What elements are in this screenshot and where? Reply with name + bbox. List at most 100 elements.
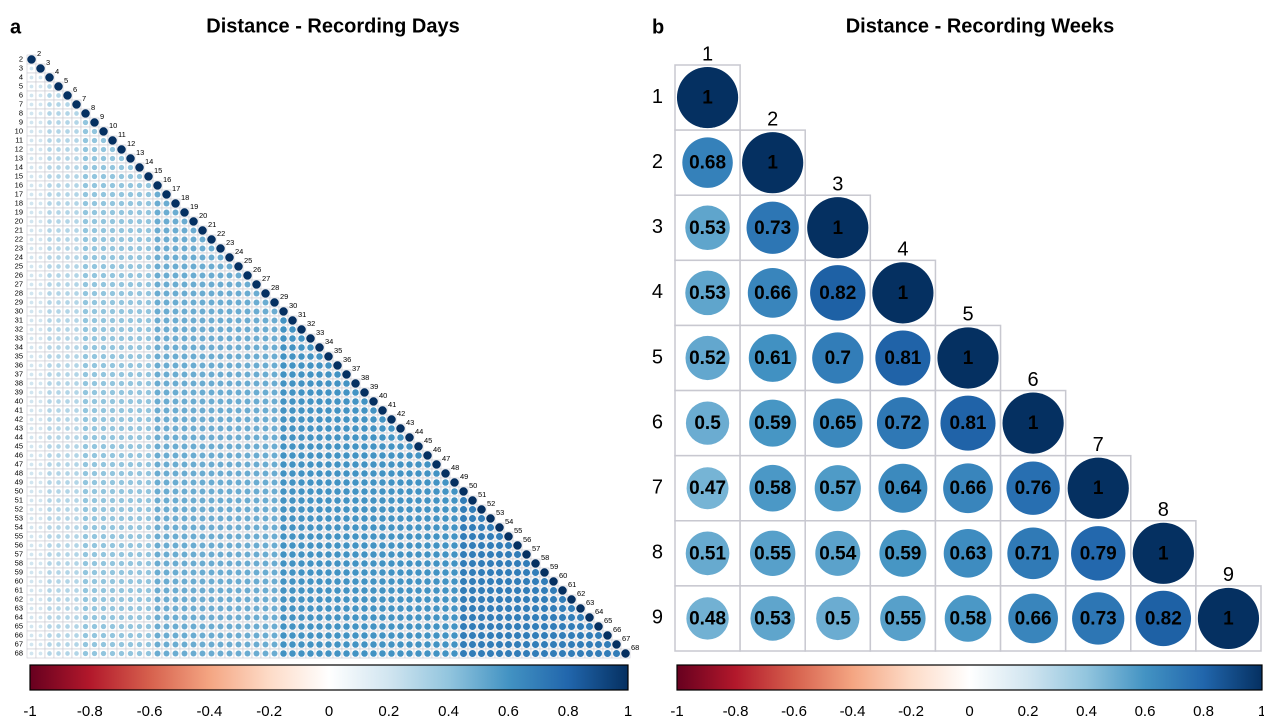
correlation-circle (388, 515, 395, 522)
row-label: 3 (19, 63, 23, 72)
column-label: 40 (379, 391, 387, 400)
correlation-circle (424, 614, 431, 621)
correlation-circle (136, 182, 143, 189)
correlation-circle (172, 281, 179, 288)
correlation-circle (117, 145, 126, 154)
correlation-circle (38, 318, 43, 323)
correlation-circle (29, 507, 34, 512)
correlation-circle (235, 461, 242, 468)
value-label: 0.79 (1080, 543, 1117, 564)
correlation-circle (504, 613, 513, 622)
correlation-circle (406, 623, 413, 630)
correlation-circle (217, 443, 224, 450)
correlation-circle (145, 560, 152, 567)
correlation-circle (325, 614, 332, 621)
correlation-circle (585, 622, 594, 631)
correlation-circle (109, 173, 116, 180)
correlation-circle (243, 271, 252, 280)
correlation-circle (172, 362, 179, 369)
value-label: 0.66 (754, 283, 791, 304)
correlation-circle (65, 651, 70, 656)
correlation-circle (415, 479, 422, 486)
correlation-circle (468, 649, 477, 658)
correlation-circle (531, 568, 540, 577)
correlation-circle (504, 640, 513, 649)
correlation-circle (316, 506, 323, 513)
correlation-circle (109, 290, 116, 297)
correlation-circle (289, 371, 296, 378)
correlation-circle (298, 650, 305, 657)
correlation-circle (262, 353, 269, 360)
correlation-circle (451, 632, 458, 639)
correlation-circle (47, 408, 52, 413)
correlation-circle (144, 172, 153, 181)
correlation-circle (253, 614, 260, 621)
correlation-circle (253, 434, 260, 441)
value-label: 0.48 (689, 608, 726, 629)
correlation-circle (38, 642, 43, 647)
correlation-circle (379, 533, 386, 540)
correlation-circle (199, 461, 206, 468)
correlation-circle (289, 632, 296, 639)
correlation-circle (217, 452, 224, 459)
correlation-circle (181, 245, 188, 252)
correlation-circle (262, 470, 269, 477)
correlation-circle (29, 408, 34, 413)
correlation-circle (136, 506, 143, 513)
correlation-circle (217, 623, 224, 630)
correlation-circle (38, 192, 43, 197)
correlation-circle (316, 533, 323, 540)
correlation-circle (352, 578, 359, 585)
correlation-circle (127, 587, 134, 594)
correlation-circle (136, 308, 143, 315)
correlation-circle (235, 596, 242, 603)
correlation-circle (343, 551, 350, 558)
correlation-circle (100, 524, 107, 531)
correlation-circle (334, 380, 341, 387)
correlation-circle (289, 479, 296, 486)
correlation-circle (118, 191, 125, 198)
correlation-circle (38, 237, 43, 242)
column-label: 67 (622, 634, 630, 643)
column-label: 10 (109, 121, 117, 130)
correlation-circle (82, 578, 89, 585)
correlation-circle (208, 632, 215, 639)
correlation-circle (29, 75, 34, 80)
correlation-circle (459, 631, 468, 640)
correlation-circle (226, 524, 233, 531)
correlation-circle (531, 622, 540, 631)
correlation-circle (343, 461, 350, 468)
correlation-circle (226, 596, 233, 603)
correlation-circle (172, 560, 179, 567)
correlation-circle (262, 587, 269, 594)
correlation-circle (181, 326, 188, 333)
correlation-circle (208, 416, 215, 423)
correlation-circle (262, 542, 269, 549)
correlation-circle (244, 308, 251, 315)
correlation-circle (29, 543, 34, 548)
correlation-circle (217, 578, 224, 585)
correlation-circle (379, 650, 386, 657)
correlation-circle (190, 227, 197, 234)
correlation-circle (29, 444, 34, 449)
correlation-circle (406, 632, 413, 639)
correlation-circle (208, 326, 215, 333)
correlation-circle (181, 443, 188, 450)
correlation-circle (217, 272, 224, 279)
correlation-circle (406, 443, 413, 450)
correlation-circle (280, 632, 287, 639)
correlation-circle (74, 282, 79, 287)
correlation-circle (271, 434, 278, 441)
correlation-circle (47, 615, 52, 620)
correlation-circle (82, 245, 89, 252)
correlation-circle (379, 632, 386, 639)
correlation-circle (325, 542, 332, 549)
column-label: 31 (298, 310, 306, 319)
correlation-circle (522, 631, 531, 640)
correlation-circle (316, 479, 323, 486)
correlation-circle (145, 353, 152, 360)
correlation-circle (235, 443, 242, 450)
correlation-circle (163, 299, 170, 306)
correlation-circle (379, 515, 386, 522)
correlation-circle (280, 389, 287, 396)
